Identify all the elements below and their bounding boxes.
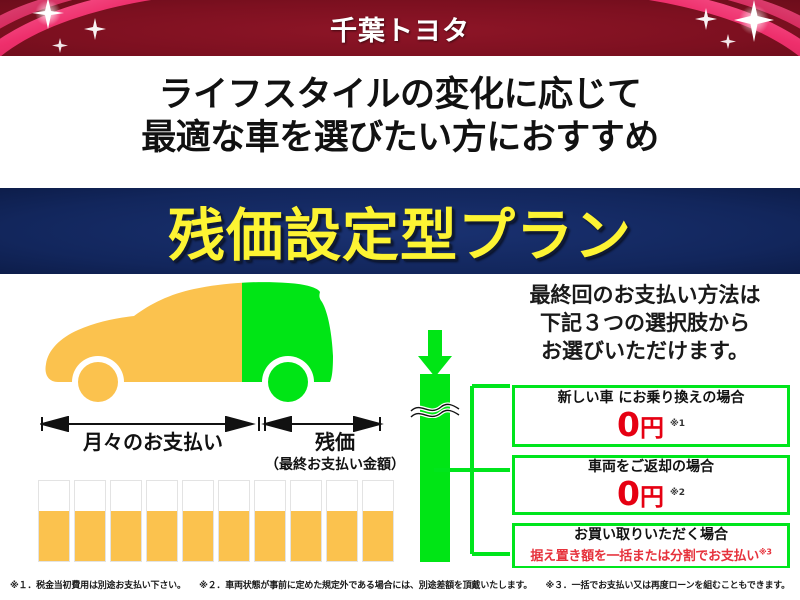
- option-amount: 0 円 ※1: [617, 408, 685, 441]
- footnote-1: ※１．税金当初費用は別途お支払い下さい。: [10, 580, 186, 591]
- option-amount: 0 円 ※2: [617, 477, 685, 510]
- brand-name: 千葉トヨタ: [330, 15, 470, 47]
- option-footnote-marker: ※2: [669, 487, 685, 498]
- bar-fill: [39, 511, 69, 561]
- monthly-payment-bars: [38, 476, 394, 562]
- bar-fill: [291, 511, 321, 561]
- label-residual-main: 残価: [315, 430, 355, 454]
- bar-month-1: [38, 480, 70, 562]
- footnote-2: ※２．車両状態が事前に定めた規定外である場合には、別途差額を頂戴いたします。: [199, 580, 533, 591]
- dimension-arrows: [38, 415, 430, 433]
- label-monthly-payment: 月々のお支払い: [83, 430, 223, 454]
- bracket-connector: [434, 378, 510, 562]
- footnotes-row: ※１．税金当初費用は別途お支払い下さい。 ※２．車両状態が事前に定めた規定外であ…: [0, 568, 800, 600]
- headline-line-2: 最適な車を選びたい方におすすめ: [141, 118, 659, 158]
- intro-line-3: お選びいただけます。: [541, 338, 749, 363]
- option-purchase-detail: 据え置き額を一括または分割でお支払い※3: [530, 545, 772, 565]
- intro-line-1: 最終回のお支払い方法は: [529, 283, 761, 307]
- brand-header: 千葉トヨタ: [0, 0, 800, 56]
- bar-fill: [183, 511, 213, 561]
- bar-fill: [75, 511, 105, 561]
- bar-month-5: [182, 480, 214, 562]
- dimension-labels: 月々のお支払い 残価 （最終お支払い金額）: [30, 426, 440, 474]
- option-title: お買い取りいただく場合: [574, 526, 728, 543]
- option-box-return-vehicle[interactable]: 車両をご返却の場合 0 円 ※2: [512, 455, 790, 515]
- bar-month-9: [326, 480, 358, 562]
- bar-month-8: [290, 480, 322, 562]
- bar-break-mark-icon: [409, 400, 461, 419]
- option-title: 車両をご返却の場合: [588, 459, 714, 476]
- down-arrow-icon: [404, 330, 466, 378]
- footnote-3: ※３．一括でお支払い又は再度ローンを組むこともできます。: [545, 580, 791, 591]
- bar-fill: [327, 511, 357, 561]
- option-amount-currency: 円: [639, 413, 664, 442]
- headline-line-1: ライフスタイルの変化に応じて: [158, 75, 642, 116]
- option-title: 新しい車 にお乗り換えの場合: [557, 390, 745, 407]
- bar-fill: [363, 511, 393, 561]
- car-silhouette-icon: [30, 278, 430, 413]
- bar-fill: [219, 511, 249, 561]
- bar-month-3: [110, 480, 142, 562]
- option-purchase-detail-text: 据え置き額を一括または分割でお支払い: [530, 549, 759, 565]
- option-box-purchase[interactable]: お買い取りいただく場合 据え置き額を一括または分割でお支払い※3: [512, 523, 790, 569]
- plan-banner: 残価設定型プラン: [0, 188, 800, 274]
- payment-diagram: 月々のお支払い 残価 （最終お支払い金額）: [0, 274, 800, 568]
- headline-block: ライフスタイルの変化に応じて 最適な車を選びたい方におすすめ: [0, 58, 800, 176]
- label-residual-sub: （最終お支払い金額）: [265, 457, 405, 473]
- label-residual-value: 残価 （最終お支払い金額）: [260, 426, 410, 474]
- option-footnote-marker: ※3: [758, 547, 772, 557]
- bar-month-7: [254, 480, 286, 562]
- option-amount-number: 0: [617, 404, 640, 444]
- bar-month-4: [146, 480, 178, 562]
- intro-line-2: 下記３つの選択肢から: [540, 310, 750, 335]
- bar-month-2: [74, 480, 106, 562]
- bar-month-6: [218, 480, 250, 562]
- bar-fill: [111, 511, 141, 561]
- bar-fill: [255, 511, 285, 561]
- option-amount-currency: 円: [639, 482, 664, 511]
- option-box-trade-in[interactable]: 新しい車 にお乗り換えの場合 0 円 ※1: [512, 385, 790, 447]
- option-footnote-marker: ※1: [669, 418, 685, 429]
- bar-month-10: [362, 480, 394, 562]
- option-amount-number: 0: [617, 473, 640, 513]
- bar-fill: [147, 511, 177, 561]
- plan-title: 残価設定型プラン: [168, 203, 632, 269]
- final-payment-intro: 最終回のお支払い方法は 下記３つの選択肢から お選びいただけます。: [492, 282, 798, 366]
